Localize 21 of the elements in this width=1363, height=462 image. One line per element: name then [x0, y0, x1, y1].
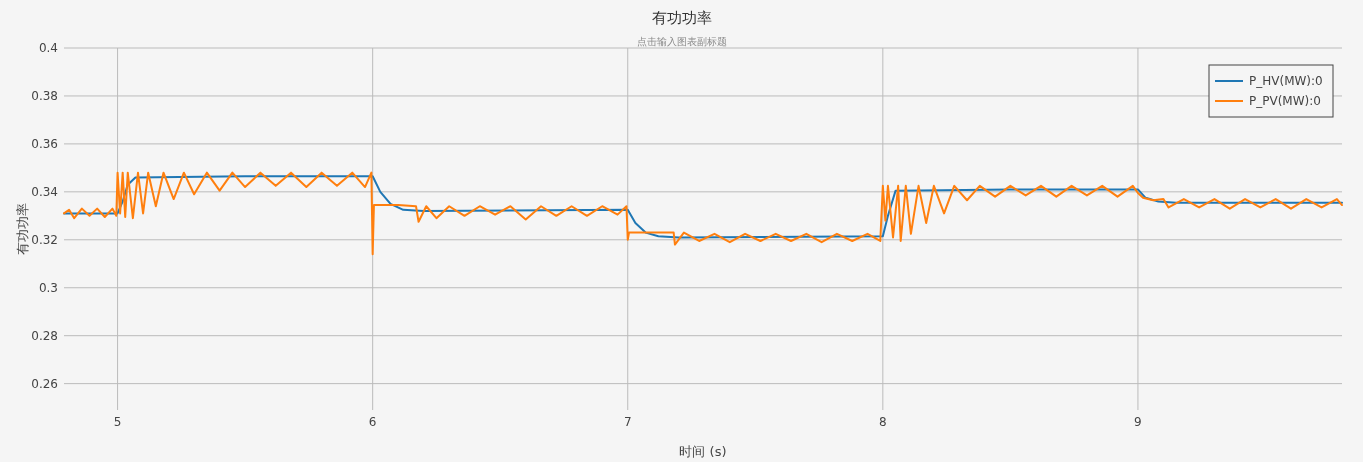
chart-subtitle: 点击输入图表副标题 — [636, 36, 727, 47]
x-tick-label: 9 — [1134, 415, 1142, 429]
y-tick-label: 0.34 — [31, 184, 58, 199]
line-series — [63, 171, 1343, 256]
x-tick-label: 5 — [113, 415, 122, 429]
legend-label: P_HV(MW):0 — [1249, 74, 1323, 88]
y-axis-title: 有功功率 — [15, 203, 30, 255]
y-tick-label: 0.38 — [31, 88, 58, 103]
x-axis-title: 时间 (s) — [679, 444, 727, 459]
y-tick-label: 0.32 — [31, 232, 58, 247]
y-tick-label: 0.36 — [31, 136, 58, 151]
y-tick-label: 0.3 — [38, 280, 58, 295]
x-tick-label: 8 — [879, 415, 887, 429]
line-series — [63, 175, 1343, 239]
y-tick-label: 0.28 — [31, 328, 58, 343]
chart-title: 有功功率 — [651, 9, 712, 27]
x-tick-label: 7 — [623, 415, 632, 429]
legend-label: P_PV(MW):0 — [1249, 94, 1321, 108]
y-tick-label: 0.4 — [38, 41, 58, 55]
x-tick-label: 6 — [368, 415, 377, 429]
y-tick-label: 0.26 — [31, 376, 58, 391]
